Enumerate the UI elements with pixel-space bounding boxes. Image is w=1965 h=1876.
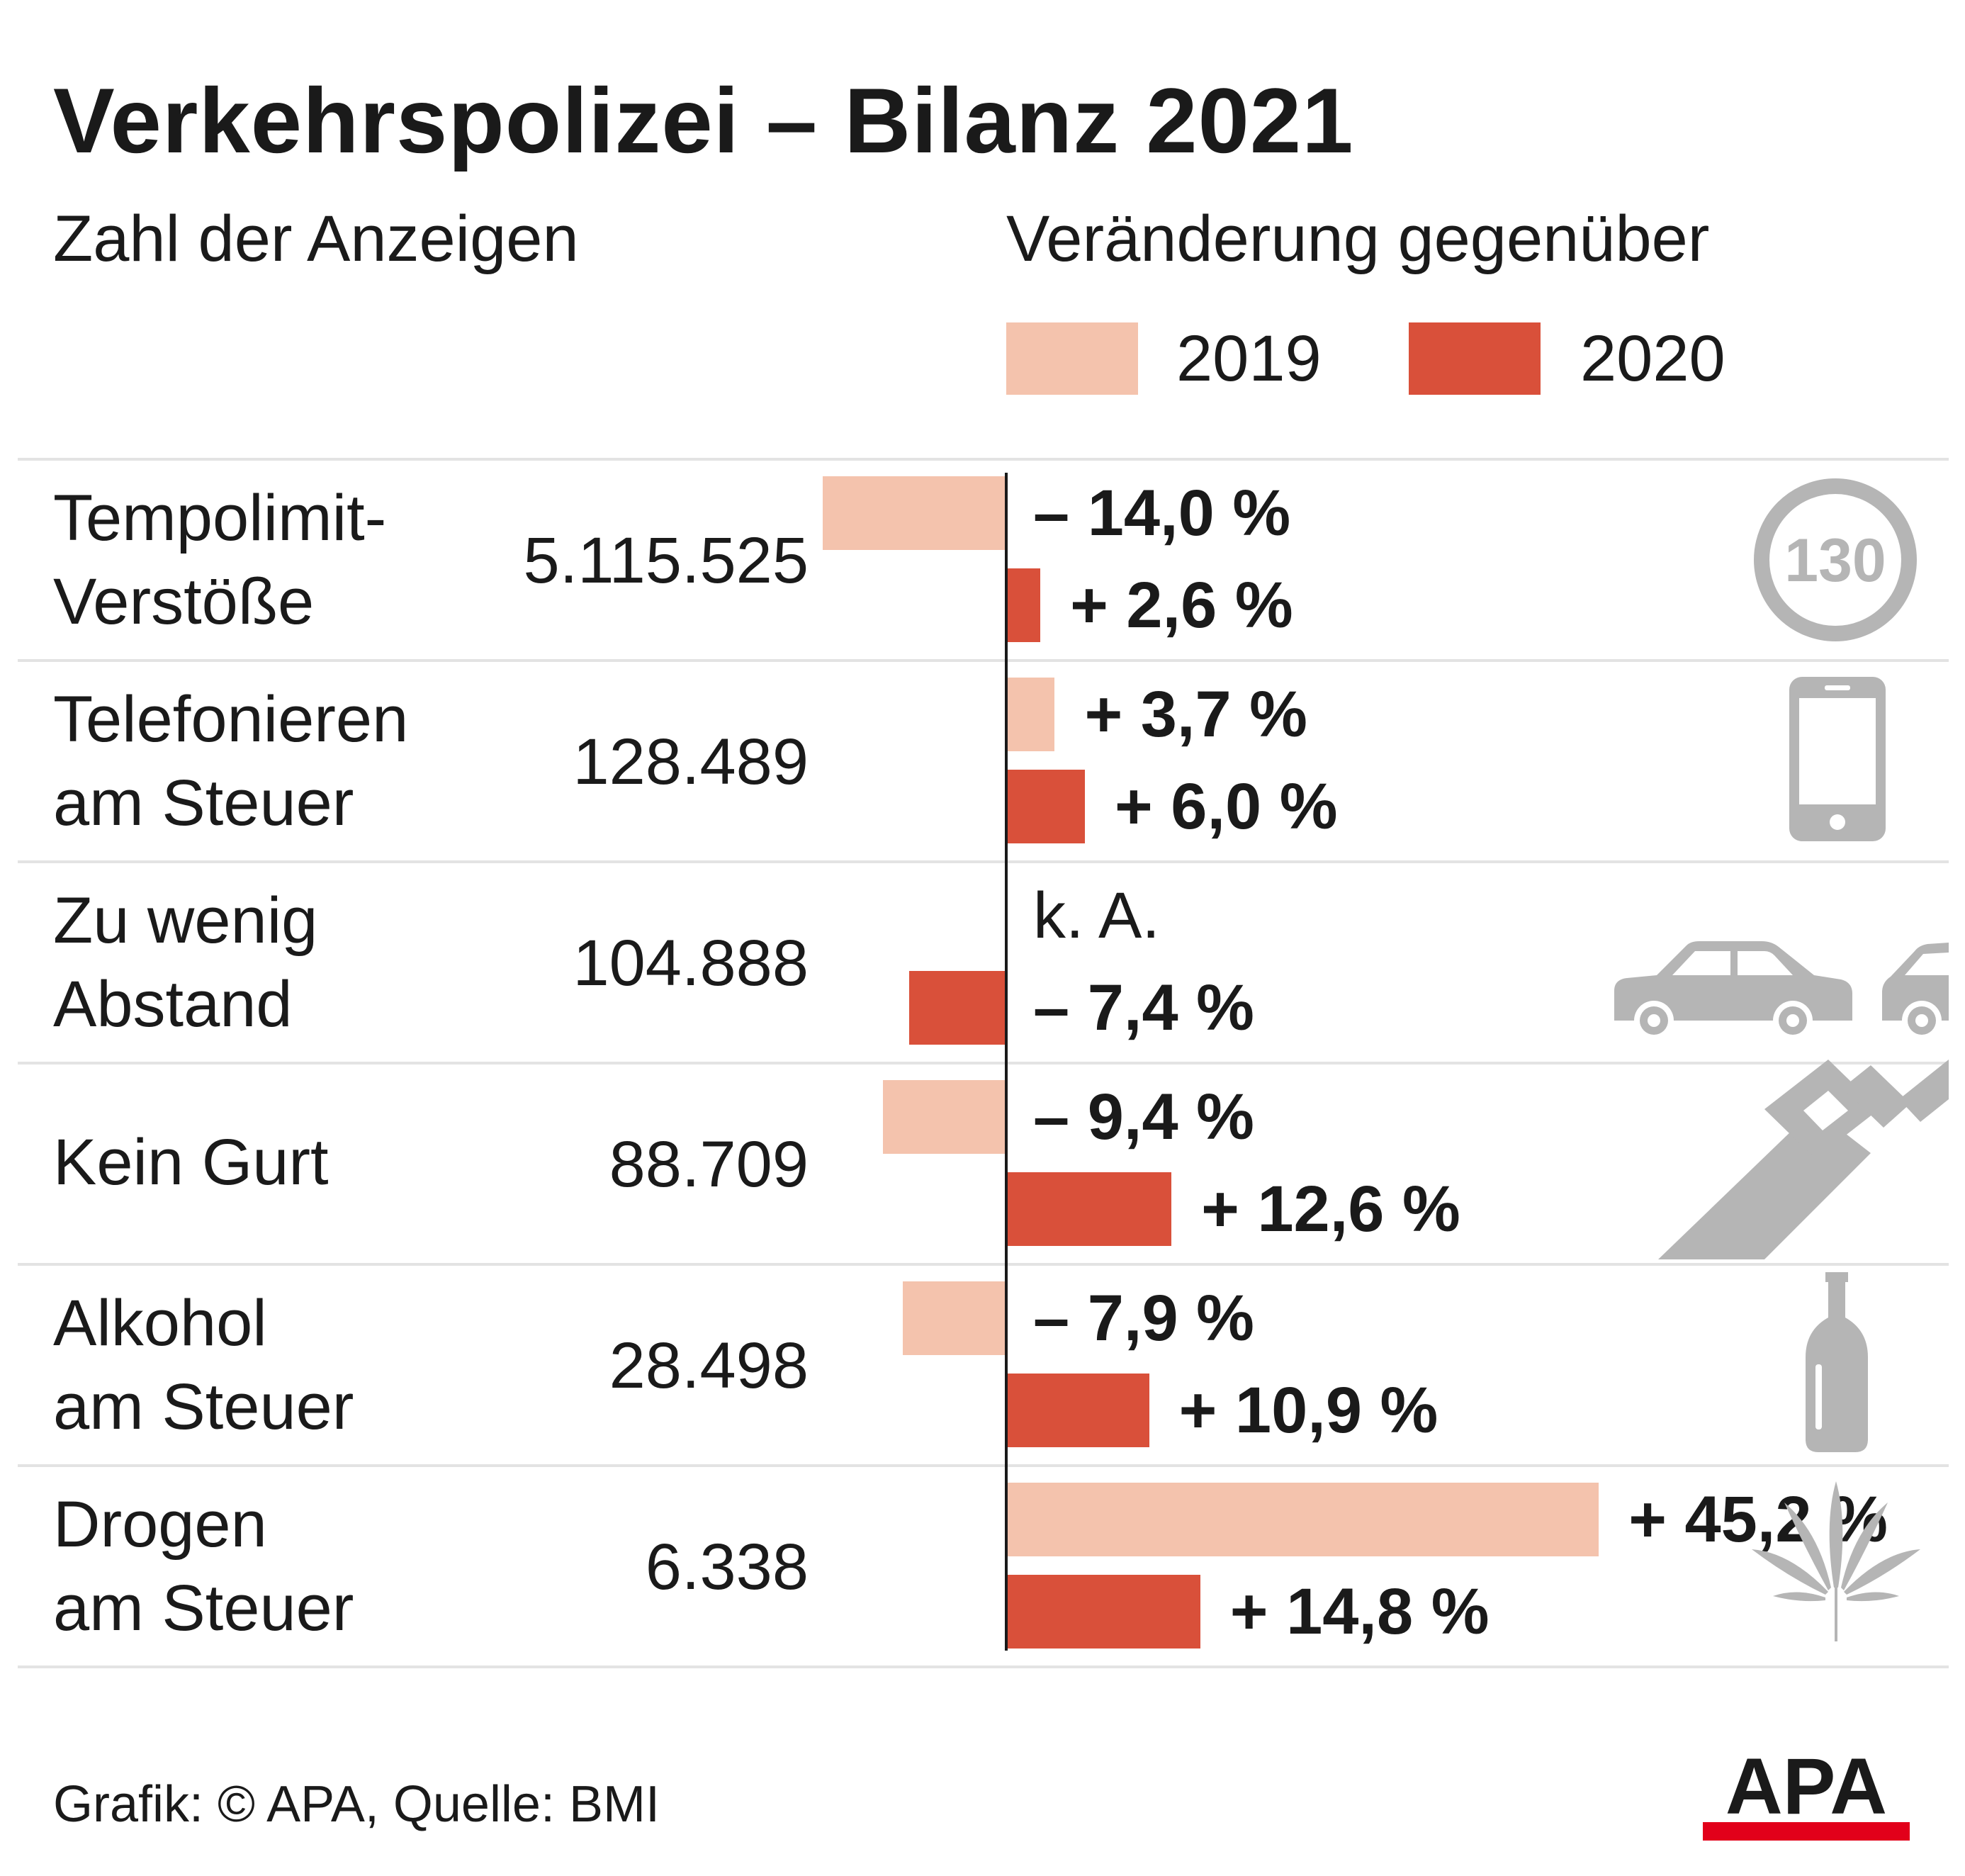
value-label-2020: + 14,8 %	[1229, 1575, 1490, 1648]
seatbelt-icon	[1658, 1060, 1949, 1259]
bar-2020	[909, 971, 1006, 1045]
count-value: 28.498	[609, 1330, 809, 1402]
row-separator	[18, 1464, 1949, 1467]
chart-subtitle: Zahl der Anzeigen	[53, 203, 579, 275]
value-label-2020: + 10,9 %	[1178, 1374, 1438, 1447]
apa-logo-text: APA	[1725, 1746, 1887, 1831]
change-heading: Veränderung gegenüber	[1006, 203, 1710, 275]
row-separator	[18, 1666, 1949, 1668]
value-label-2019: + 45,2 %	[1628, 1483, 1888, 1556]
bar-2019	[1006, 1483, 1599, 1556]
bar-2020	[1006, 1575, 1200, 1648]
count-value: 88.709	[609, 1128, 809, 1201]
value-label-2020: + 6,0 %	[1115, 770, 1338, 843]
cars-icon	[1614, 941, 1949, 1040]
bar-2019	[902, 1281, 1006, 1355]
value-label-2019: + 3,7 %	[1084, 678, 1307, 751]
speed-limit-text: 130	[1784, 527, 1886, 595]
category-label: Telefonieren am Steuer	[53, 683, 409, 839]
bar-2019	[883, 1080, 1006, 1154]
source-footer: Grafik: © APA, Quelle: BMI	[53, 1776, 660, 1833]
legend-label-2019: 2019	[1176, 322, 1322, 395]
row-separator	[18, 1263, 1949, 1266]
count-value: 128.489	[573, 726, 809, 798]
legend-swatch-2019	[1006, 322, 1138, 395]
value-label-2020: + 2,6 %	[1070, 569, 1293, 641]
legend-swatch-2020	[1409, 322, 1541, 395]
category-label: Alkohol am Steuer	[53, 1287, 354, 1443]
zero-axis	[1005, 473, 1008, 1651]
row-separator	[18, 1062, 1949, 1065]
apa-logo: APA	[1703, 1746, 1910, 1841]
value-label-2020: – 7,4 %	[1033, 972, 1254, 1044]
row-separator	[18, 860, 1949, 863]
value-label-2019: k. A.	[1033, 880, 1160, 952]
chart-title: Verkehrspolizei – Bilanz 2021	[53, 69, 1354, 172]
category-label: Tempolimit- Verstöße	[53, 482, 387, 638]
count-value: 5.115.525	[523, 524, 809, 597]
value-label-2020: + 12,6 %	[1201, 1173, 1460, 1245]
count-value: 104.888	[573, 927, 809, 999]
category-label: Drogen am Steuer	[53, 1488, 354, 1644]
bar-2020	[1006, 1172, 1172, 1246]
bar-2020	[1006, 1374, 1149, 1447]
bottle-icon	[1806, 1272, 1868, 1452]
cannabis-leaf-icon	[1752, 1481, 1920, 1641]
bar-2020	[1006, 770, 1085, 843]
row-separator	[18, 458, 1949, 461]
value-label-2019: – 7,9 %	[1033, 1282, 1254, 1354]
legend-label-2020: 2020	[1580, 322, 1725, 395]
bar-2020	[1006, 568, 1041, 642]
smartphone-icon	[1789, 677, 1886, 841]
count-value: 6.338	[645, 1531, 809, 1603]
category-label: Kein Gurt	[53, 1126, 329, 1198]
bar-2019	[823, 476, 1006, 550]
row-separator	[18, 659, 1949, 662]
category-label: Zu wenig Abstand	[53, 884, 318, 1040]
value-label-2019: – 14,0 %	[1033, 477, 1291, 549]
value-label-2019: – 9,4 %	[1033, 1081, 1254, 1153]
bar-2019	[1006, 678, 1055, 751]
speed-limit-130-icon: 130	[1754, 478, 1917, 641]
